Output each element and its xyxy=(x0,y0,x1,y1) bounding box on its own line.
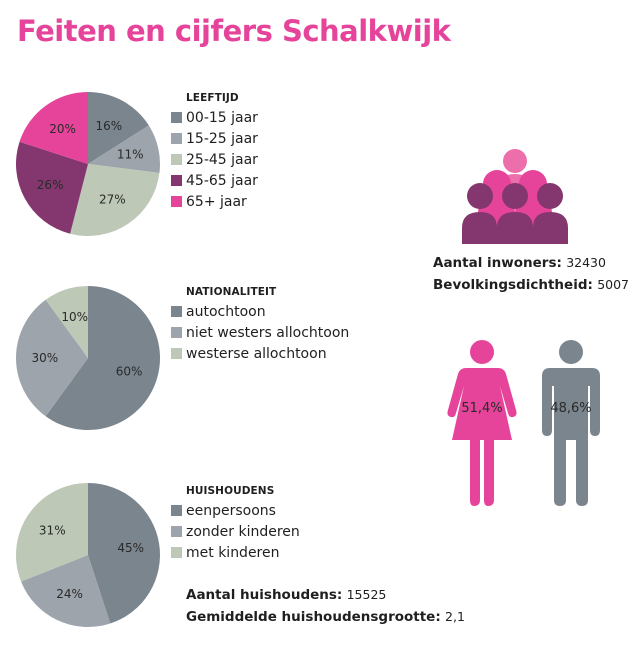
households-pie-chart: 45% 24% 31% xyxy=(15,483,161,627)
legend-swatch xyxy=(171,505,182,516)
pie-data-label: 10% xyxy=(61,310,88,324)
female-percentage: 51,4% xyxy=(461,401,502,416)
legend-label: 65+ jaar xyxy=(186,193,247,210)
households-legend: HUISHOUDENS eenpersoons zonder kinderen me… xyxy=(171,485,300,563)
legend-label: 25-45 jaar xyxy=(186,151,258,168)
legend-label: 45-65 jaar xyxy=(186,172,258,189)
density-row: Bevolkingsdichtheid: 5007 xyxy=(433,274,629,296)
inhabitants-value: 32430 xyxy=(566,255,606,270)
pie-data-label: 60% xyxy=(116,364,143,378)
legend-swatch xyxy=(171,327,182,338)
pie-data-label: 45% xyxy=(117,541,144,555)
pie-data-label: 24% xyxy=(56,587,83,601)
pie-data-label: 31% xyxy=(39,524,66,538)
pie-data-label: 20% xyxy=(49,122,76,136)
pie-slice-niet-westers-allochtoon xyxy=(16,299,88,417)
population-group-icon xyxy=(462,149,568,244)
legend-item: 00-15 jaar xyxy=(171,107,258,128)
male-figure-icon: 48,6% xyxy=(542,340,600,506)
households-size-label: Gemiddelde huishoudensgrootte: xyxy=(186,609,441,625)
pie-slice-00-15-jaar xyxy=(88,92,149,164)
nationality-legend: NATIONALITEIT autochtoon niet westers all… xyxy=(171,286,349,364)
inhabitants-label: Aantal inwoners: xyxy=(433,255,562,271)
legend-label: met kinderen xyxy=(186,544,280,561)
pie-slice-met-kinderen xyxy=(15,483,89,582)
legend-label: westerse allochtoon xyxy=(186,345,327,362)
pie-slice-westerse-allochtoon xyxy=(45,286,88,358)
legend-item: niet westers allochtoon xyxy=(171,322,349,343)
pie-slice-65-jaar xyxy=(19,92,88,164)
male-head xyxy=(559,340,583,364)
legend-label: niet westers allochtoon xyxy=(186,324,350,341)
page-title: Feiten en cijfers Schalkwijk xyxy=(17,14,451,48)
legend-swatch xyxy=(171,547,182,558)
households-count-row: Aantal huishoudens: 15525 xyxy=(186,584,465,606)
legend-item: met kinderen xyxy=(171,542,300,563)
legend-item: 45-65 jaar xyxy=(171,170,258,191)
male-body xyxy=(542,368,600,506)
pie-data-label: 30% xyxy=(31,351,58,365)
pie-slice-45-65-jaar xyxy=(15,141,88,234)
pie-data-label: 11% xyxy=(117,148,144,162)
female-head xyxy=(470,340,494,364)
pie-data-label: 27% xyxy=(99,193,126,207)
age-legend: LEEFTIJD 00-15 jaar 15-25 jaar 25-45 jaar 4… xyxy=(171,92,258,212)
legend-item: zonder kinderen xyxy=(171,521,300,542)
pie-slice-15-25-jaar xyxy=(88,125,160,174)
households-count-value: 15525 xyxy=(346,587,387,602)
legend-swatch xyxy=(171,306,182,317)
legend-label: eenpersoons xyxy=(186,502,276,519)
legend-title: HUISHOUDENS xyxy=(186,485,275,497)
legend-swatch xyxy=(171,348,182,359)
legend-swatch xyxy=(171,112,182,123)
front-row-persons xyxy=(462,183,568,244)
legend-label: autochtoon xyxy=(186,303,266,320)
legend-label: zonder kinderen xyxy=(186,523,300,540)
legend-item: 15-25 jaar xyxy=(171,128,258,149)
legend-item: westerse allochtoon xyxy=(171,343,349,364)
legend-item: eenpersoons xyxy=(171,500,300,521)
households-stats: Aantal huishoudens: 15525 Gemiddelde hui… xyxy=(186,584,465,628)
legend-item: 25-45 jaar xyxy=(171,149,258,170)
legend-swatch xyxy=(171,526,182,537)
pie-data-label: 16% xyxy=(95,119,122,133)
households-size-row: Gemiddelde huishoudensgrootte: 2,1 xyxy=(186,606,465,628)
legend-title: NATIONALITEIT xyxy=(186,286,277,298)
legend-label: 15-25 jaar xyxy=(186,130,258,147)
households-count-label: Aantal huishoudens: xyxy=(186,587,343,603)
pie-slice-zonder-kinderen xyxy=(21,555,111,627)
female-body xyxy=(447,368,517,506)
nationality-pie-chart: 60% 30% 10% xyxy=(16,286,161,430)
legend-swatch xyxy=(171,196,182,207)
legend-item: autochtoon xyxy=(171,301,349,322)
legend-title: LEEFTIJD xyxy=(186,92,239,104)
age-pie-chart: 16% 11% 27% 26% 20% xyxy=(15,92,160,236)
population-stats: Aantal inwoners: 32430 Bevolkingsdichthe… xyxy=(433,252,629,296)
pie-slice-autochtoon xyxy=(45,286,161,430)
pie-data-label: 26% xyxy=(37,178,64,192)
pie-slice-eenpersoons xyxy=(88,483,161,624)
legend-swatch xyxy=(171,133,182,144)
density-value: 5007 xyxy=(597,277,629,292)
legend-item: 65+ jaar xyxy=(171,191,258,212)
male-percentage: 48,6% xyxy=(550,401,591,416)
density-label: Bevolkingsdichtheid: xyxy=(433,277,593,293)
inhabitants-row: Aantal inwoners: 32430 xyxy=(433,252,629,274)
legend-swatch xyxy=(171,154,182,165)
households-size-value: 2,1 xyxy=(445,609,465,624)
legend-swatch xyxy=(171,175,182,186)
female-figure-icon: 51,4% xyxy=(447,340,517,506)
pie-slice-25-45-jaar xyxy=(70,164,160,236)
legend-label: 00-15 jaar xyxy=(186,109,258,126)
